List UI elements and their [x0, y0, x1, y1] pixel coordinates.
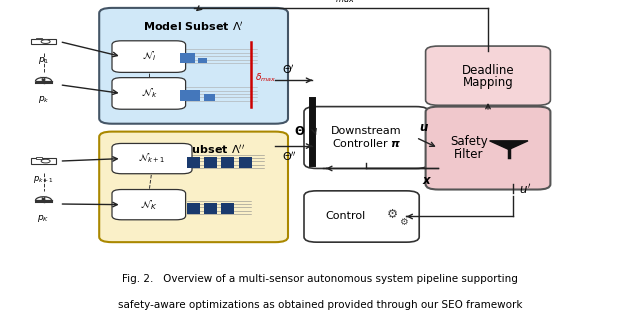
Text: $\boldsymbol{\Theta}$: $\boldsymbol{\Theta}$ [294, 125, 305, 138]
Text: safety-aware optimizations as obtained provided through our SEO framework: safety-aware optimizations as obtained p… [118, 300, 522, 310]
Text: $\boldsymbol{\Theta''}$: $\boldsymbol{\Theta''}$ [282, 150, 296, 163]
Circle shape [41, 40, 50, 43]
Text: $p_1$: $p_1$ [38, 55, 49, 66]
Bar [187, 157, 200, 168]
Bar [204, 157, 217, 168]
Bar [204, 94, 215, 100]
Text: Control: Control [326, 212, 365, 221]
Polygon shape [490, 141, 528, 150]
Text: $p_K$: $p_K$ [37, 213, 50, 224]
FancyBboxPatch shape [112, 189, 186, 220]
Bar [198, 58, 207, 63]
Text: $p_k$: $p_k$ [38, 94, 49, 105]
Text: $\boldsymbol{u}$: $\boldsymbol{u}$ [419, 121, 429, 134]
Circle shape [42, 198, 45, 200]
Text: Deadline: Deadline [461, 64, 515, 77]
Text: Filter: Filter [454, 148, 484, 161]
FancyBboxPatch shape [304, 107, 429, 169]
Bar [221, 203, 234, 214]
Text: $p_{k+1}$: $p_{k+1}$ [33, 174, 54, 185]
Text: $\delta_{max}$: $\delta_{max}$ [255, 71, 276, 84]
Text: $\mathcal{N}_K$: $\mathcal{N}_K$ [140, 198, 157, 212]
Bar [180, 90, 200, 100]
Text: $\boldsymbol{u'}$: $\boldsymbol{u'}$ [519, 183, 531, 197]
Bar [31, 158, 56, 164]
FancyBboxPatch shape [99, 132, 288, 242]
Text: Safety: Safety [451, 135, 488, 148]
Bar [187, 203, 200, 214]
Bar [221, 157, 234, 168]
Bar [180, 53, 195, 63]
FancyBboxPatch shape [304, 191, 419, 242]
Bar [36, 38, 42, 39]
FancyBboxPatch shape [112, 41, 186, 72]
Text: $\boldsymbol{\Theta'}$: $\boldsymbol{\Theta'}$ [282, 63, 294, 76]
FancyBboxPatch shape [426, 107, 550, 189]
Text: $\boldsymbol{x}$: $\boldsymbol{x}$ [422, 174, 433, 187]
FancyBboxPatch shape [426, 46, 550, 105]
Circle shape [42, 79, 45, 80]
Bar [204, 203, 217, 214]
Text: $\mathcal{N}_k$: $\mathcal{N}_k$ [141, 87, 157, 100]
Bar [239, 157, 252, 168]
Bar [36, 157, 42, 159]
FancyBboxPatch shape [112, 78, 186, 109]
Text: $\mathcal{N}_i$: $\mathcal{N}_i$ [142, 50, 156, 64]
Text: Downstream: Downstream [331, 126, 402, 136]
Text: $\mathcal{N}_{k+1}$: $\mathcal{N}_{k+1}$ [138, 152, 166, 166]
Text: Model Subset $\boldsymbol{\Lambda''}$: Model Subset $\boldsymbol{\Lambda''}$ [142, 143, 245, 156]
Text: ⚙: ⚙ [387, 208, 398, 221]
FancyBboxPatch shape [112, 143, 192, 174]
Text: $\boldsymbol{\Delta_{max}}$: $\boldsymbol{\Delta_{max}}$ [326, 0, 355, 5]
Text: Model Subset $\boldsymbol{\Lambda'}$: Model Subset $\boldsymbol{\Lambda'}$ [143, 20, 244, 33]
FancyBboxPatch shape [99, 8, 288, 124]
Text: ⚙: ⚙ [399, 217, 408, 227]
Bar [31, 39, 56, 45]
Text: Controller $\boldsymbol{\pi}$: Controller $\boldsymbol{\pi}$ [332, 137, 401, 149]
Circle shape [41, 159, 50, 163]
Text: Fig. 2.   Overview of a multi-sensor autonomous system pipeline supporting: Fig. 2. Overview of a multi-sensor auton… [122, 274, 518, 284]
Text: Mapping: Mapping [463, 76, 513, 89]
